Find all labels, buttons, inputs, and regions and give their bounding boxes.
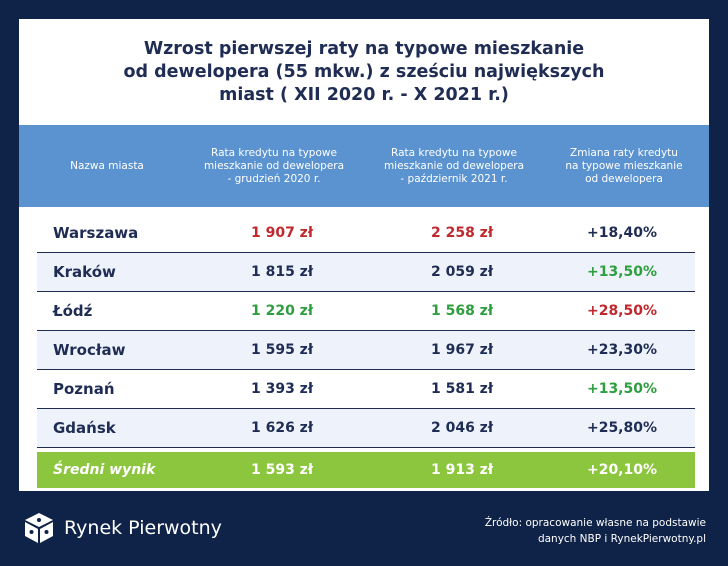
summary-oct-2021: 1 913 zł bbox=[430, 462, 494, 478]
change-cell: +18,40% bbox=[586, 225, 658, 241]
rate-oct-2021-cell: 2 059 zł bbox=[430, 264, 494, 280]
change-cell: +25,80% bbox=[586, 420, 658, 436]
header-oct-2021: Rata kredytu na typowe mieszkanie od dew… bbox=[383, 146, 525, 185]
change-cell: +13,50% bbox=[586, 264, 658, 280]
summary-change: +20,10% bbox=[586, 462, 658, 478]
city-cell: Kraków bbox=[53, 263, 116, 281]
table-row: Kraków 1 815 zł 2 059 zł +13,50% bbox=[37, 253, 695, 292]
city-cell: Łódź bbox=[53, 302, 93, 320]
rate-dec-2020-cell: 1 220 zł bbox=[250, 303, 314, 319]
source-line-1: Źródło: opracowanie własne na podstawie bbox=[484, 517, 706, 529]
rate-dec-2020-cell: 1 393 zł bbox=[250, 381, 314, 397]
rate-dec-2020-cell: 1 595 zł bbox=[250, 342, 314, 358]
table-header: Nazwa miasta Rata kredytu na typowe mies… bbox=[19, 125, 709, 207]
change-cell: +28,50% bbox=[586, 303, 658, 319]
title-line-2: od dewelopera (55 mkw.) z sześciu najwię… bbox=[123, 62, 605, 82]
source-line-2: danych NBP i RynekPierwotny.pl bbox=[537, 533, 706, 545]
brand-name: Rynek Pierwotny bbox=[64, 517, 222, 539]
header-dec-2020: Rata kredytu na typowe mieszkanie od dew… bbox=[203, 146, 345, 185]
city-cell: Warszawa bbox=[53, 224, 139, 242]
table-row: Gdańsk 1 626 zł 2 046 zł +25,80% bbox=[37, 409, 695, 448]
table-row: Poznań 1 393 zł 1 581 zł +13,50% bbox=[37, 370, 695, 409]
source-note: Źródło: opracowanie własne na podstawie … bbox=[485, 515, 706, 547]
rate-dec-2020-cell: 1 815 zł bbox=[250, 264, 314, 280]
city-cell: Wrocław bbox=[53, 341, 126, 359]
title-line-1: Wzrost pierwszej raty na typowe mieszkan… bbox=[143, 39, 585, 59]
rate-oct-2021-cell: 2 046 zł bbox=[430, 420, 494, 436]
table-row: Wrocław 1 595 zł 1 967 zł +23,30% bbox=[37, 331, 695, 370]
rate-oct-2021-cell: 1 581 zł bbox=[430, 381, 494, 397]
change-cell: +13,50% bbox=[586, 381, 658, 397]
summary-dec-2020: 1 593 zł bbox=[250, 462, 314, 478]
header-city: Nazwa miasta bbox=[70, 159, 144, 172]
rate-oct-2021-cell: 1 568 zł bbox=[430, 303, 494, 319]
chart-title: Wzrost pierwszej raty na typowe mieszkan… bbox=[19, 38, 709, 107]
rate-oct-2021-cell: 2 258 zł bbox=[430, 225, 494, 241]
table-row: Warszawa 1 907 zł 2 258 zł +18,40% bbox=[37, 214, 695, 253]
infographic-card: Wzrost pierwszej raty na typowe mieszkan… bbox=[19, 19, 709, 491]
header-change: Zmiana raty kredytu na typowe mieszkanie… bbox=[565, 146, 683, 185]
summary-label: Średni wynik bbox=[53, 462, 156, 478]
summary-row: Średni wynik 1 593 zł 1 913 zł +20,10% bbox=[37, 452, 695, 488]
title-line-3: miast ( XII 2020 r. - X 2021 r.) bbox=[219, 85, 509, 105]
rate-dec-2020-cell: 1 907 zł bbox=[250, 225, 314, 241]
rate-dec-2020-cell: 1 626 zł bbox=[250, 420, 314, 436]
table-row: Łódź 1 220 zł 1 568 zł +28,50% bbox=[37, 292, 695, 331]
cube-logo-icon bbox=[25, 513, 53, 543]
city-cell: Gdańsk bbox=[53, 419, 116, 437]
rate-oct-2021-cell: 1 967 zł bbox=[430, 342, 494, 358]
brand-logo: Rynek Pierwotny bbox=[24, 512, 222, 544]
change-cell: +23,30% bbox=[586, 342, 658, 358]
city-cell: Poznań bbox=[53, 380, 115, 398]
